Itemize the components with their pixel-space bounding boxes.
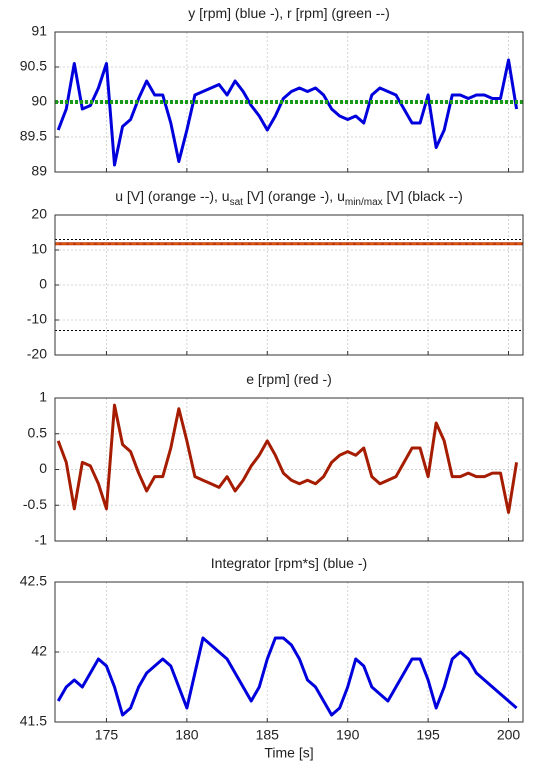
plot-frame [54, 214, 524, 356]
y-tick-label: 20 [31, 206, 47, 222]
series-line [56, 403, 519, 514]
x-tick-label: 195 [416, 727, 440, 743]
title-part: [V] (black --) [383, 188, 463, 204]
subplot-title: Integrator [rpm*s] (blue -) [211, 555, 367, 571]
series-line [56, 58, 519, 167]
x-tick-label: 190 [336, 727, 360, 743]
x-tick-label: 185 [256, 727, 280, 743]
title-part: Integrator [rpm*s] (blue -) [211, 555, 367, 571]
title-subscript: min/max [345, 197, 383, 208]
y-tick-label: 90.5 [20, 58, 47, 74]
title-part: u [V] (orange --), u [115, 188, 229, 204]
y-tick-label: 90 [31, 93, 47, 109]
title-part: [V] (orange -), u [243, 188, 345, 204]
y-tick-label: 10 [31, 241, 47, 257]
y-tick-label: 42.5 [20, 573, 47, 589]
title-subscript: sat [230, 197, 244, 208]
y-tick-label: 41.5 [20, 713, 47, 729]
y-tick-label: -20 [27, 346, 47, 362]
y-tick-label: 42 [31, 643, 47, 659]
x-tick-label: 180 [175, 727, 199, 743]
subplot-title: y [rpm] (blue -), r [rpm] (green --) [188, 5, 389, 21]
y-tick-label: -10 [27, 311, 47, 327]
title-part: e [rpm] (red -) [246, 371, 332, 387]
plot-frame [54, 581, 524, 723]
y-tick-label: 89.5 [20, 128, 47, 144]
y-tick-label: 89 [31, 163, 47, 179]
y-tick-label: 0 [39, 276, 47, 292]
y-tick-label: -0.5 [23, 496, 47, 512]
subplot-title: e [rpm] (red -) [246, 371, 332, 387]
y-tick-label: 0.5 [28, 424, 48, 440]
title-part: y [rpm] (blue -), r [rpm] (green --) [188, 5, 389, 21]
plot-frame [54, 31, 524, 173]
series-line [56, 636, 518, 717]
y-tick-label: -1 [35, 532, 48, 548]
y-tick-label: 91 [31, 23, 47, 39]
y-tick-label: 0 [39, 460, 47, 476]
x-tick-label: 175 [95, 727, 119, 743]
y-tick-label: 1 [39, 389, 47, 405]
subplot-title: u [V] (orange --), usat [V] (orange -), … [115, 188, 463, 208]
x-axis-label: Time [s] [264, 745, 313, 761]
x-tick-label: 200 [497, 727, 521, 743]
plot-frame [54, 397, 524, 542]
